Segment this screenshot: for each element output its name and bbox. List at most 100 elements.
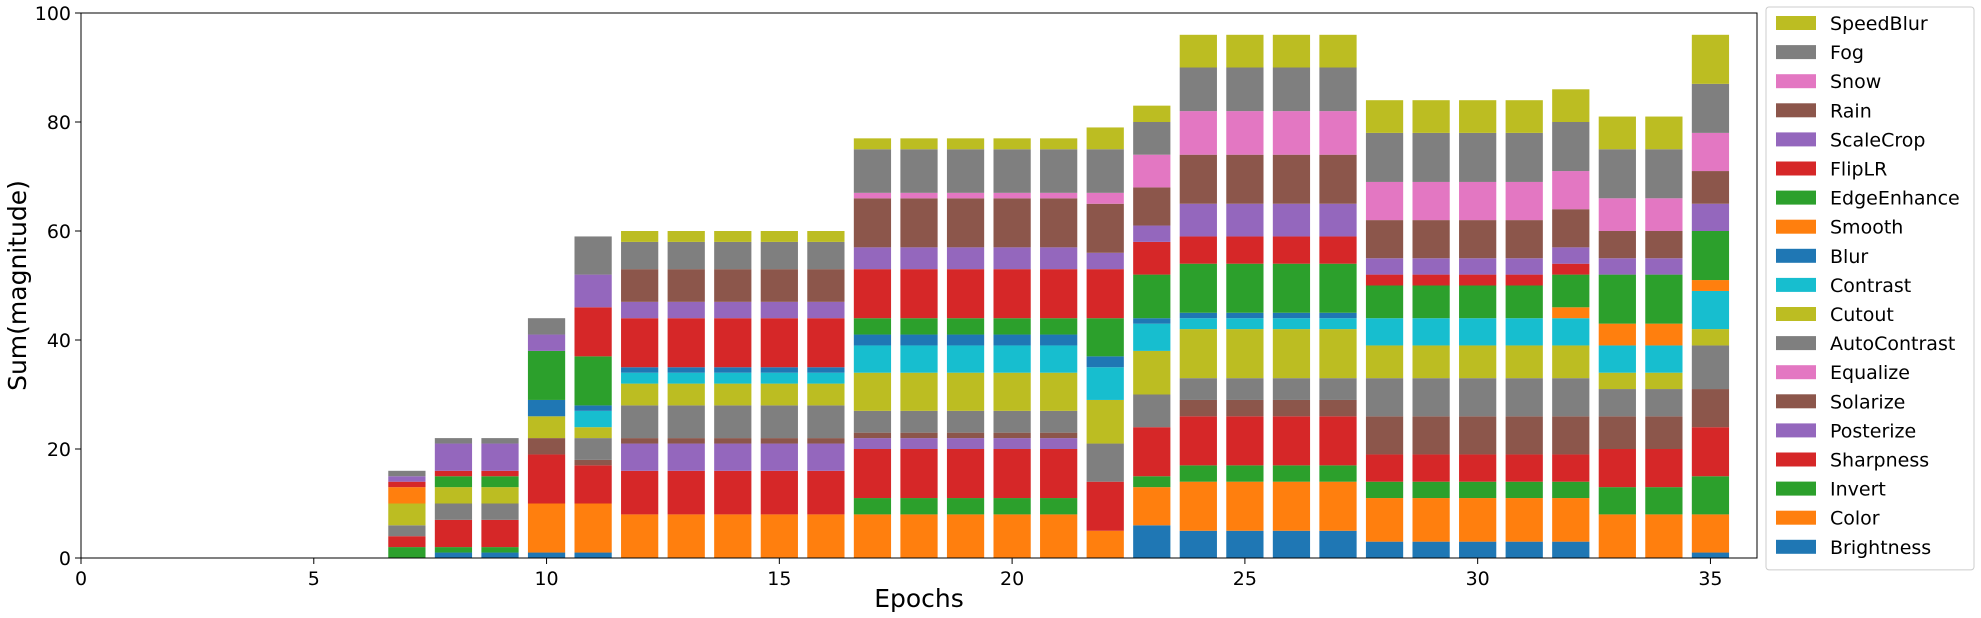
bar-segment-speedblur-epoch-35 <box>1691 34 1730 84</box>
legend-swatch <box>1776 481 1816 496</box>
bar-segment-snow-epoch-32 <box>1552 171 1590 210</box>
bar-segment-solarize-epoch-25 <box>1226 399 1264 417</box>
bar-segment-speedblur-epoch-17 <box>853 138 892 150</box>
legend-label: Color <box>1830 508 1880 530</box>
legend-frame <box>1765 6 1975 571</box>
bar-segment-posterize-epoch-20 <box>993 438 1031 449</box>
bar-segment-fog-epoch-19 <box>946 149 985 193</box>
bar-segment-brightness-epoch-24 <box>1179 530 1217 558</box>
bar-segment-rain-epoch-23 <box>1133 187 1171 226</box>
bar-segment-edgeenhance-epoch-29 <box>1412 285 1450 319</box>
bar-segment-brightness-epoch-23 <box>1133 525 1171 558</box>
bar-segment-sharpness-epoch-23 <box>1133 427 1171 477</box>
bar-segment-rain-epoch-26 <box>1272 154 1311 204</box>
bar-segment-scalecrop-epoch-32 <box>1552 247 1590 264</box>
bar-segment-fliplr-epoch-29 <box>1412 274 1450 286</box>
bar-segment-fog-epoch-15 <box>760 241 798 270</box>
bar-segment-brightness-epoch-28 <box>1365 541 1404 558</box>
bar-segment-color-epoch-30 <box>1459 498 1497 542</box>
bar-segment-cutout-epoch-24 <box>1179 329 1217 379</box>
bar-segment-color-epoch-33 <box>1598 514 1636 558</box>
legend-swatch <box>1776 336 1816 351</box>
bar-segment-brightness-epoch-29 <box>1412 541 1450 558</box>
bar-segment-snow-epoch-33 <box>1598 198 1636 231</box>
bar-segment-invert-epoch-29 <box>1412 481 1450 499</box>
legend-swatch <box>1776 510 1816 525</box>
bar-segment-speedblur-epoch-16 <box>807 231 845 242</box>
bar-segment-cutout-epoch-8 <box>434 487 473 504</box>
bar-segment-contrast-epoch-27 <box>1319 318 1357 330</box>
bar-segment-fliplr-epoch-20 <box>993 269 1031 319</box>
bar-segment-fliplr-epoch-22 <box>1086 269 1124 319</box>
bar-segment-fog-epoch-17 <box>853 149 892 193</box>
y-tick-label: 20 <box>47 439 71 461</box>
bar-segment-sharpness-epoch-24 <box>1179 416 1217 466</box>
bar-segment-blur-epoch-11 <box>574 405 612 411</box>
bar-segment-invert-epoch-31 <box>1505 481 1543 499</box>
legend-label: Solarize <box>1830 391 1905 413</box>
bar-segment-cutout-epoch-9 <box>481 487 519 504</box>
bar-segment-speedblur-epoch-26 <box>1272 34 1311 68</box>
legend-label: AutoContrast <box>1830 333 1955 355</box>
bar-segment-cutout-epoch-11 <box>574 427 612 439</box>
bar-segment-fog-epoch-31 <box>1505 132 1543 182</box>
bar-segment-autocontrast-epoch-25 <box>1226 378 1264 400</box>
legend-label: EdgeEnhance <box>1830 188 1960 210</box>
bar-segment-scalecrop-epoch-12 <box>621 301 659 319</box>
legend-swatch <box>1776 219 1816 234</box>
bar-segment-speedblur-epoch-33 <box>1598 116 1636 150</box>
bar-segment-color-epoch-12 <box>621 514 659 558</box>
bar-segment-fog-epoch-10 <box>527 318 566 335</box>
bar-segment-solarize-epoch-17 <box>853 432 892 439</box>
bar-segment-scalecrop-epoch-19 <box>946 247 985 270</box>
bar-segment-rain-epoch-15 <box>760 269 798 302</box>
bar-segment-color-epoch-31 <box>1505 498 1543 542</box>
bar-segment-edgeenhance-epoch-32 <box>1552 274 1590 308</box>
bar-segment-color-epoch-16 <box>807 514 845 558</box>
bar-segment-snow-epoch-20 <box>993 192 1031 199</box>
bar-segment-contrast-epoch-13 <box>667 372 705 384</box>
bar-segment-solarize-epoch-26 <box>1272 399 1311 417</box>
bar-segment-speedblur-epoch-20 <box>993 138 1031 150</box>
legend-swatch <box>1776 16 1816 30</box>
y-axis-label: Sum(magnitude) <box>3 180 32 391</box>
bar-segment-sharpness-epoch-12 <box>621 470 659 515</box>
bar-segment-sharpness-epoch-13 <box>667 470 705 515</box>
bar-segment-cutout-epoch-27 <box>1319 329 1357 379</box>
bar-segment-blur-epoch-27 <box>1319 312 1357 319</box>
bar-segment-solarize-epoch-15 <box>760 438 798 444</box>
bar-segment-invert-epoch-17 <box>853 498 892 515</box>
bar-segment-autocontrast-epoch-19 <box>946 410 985 433</box>
bar-segment-scalecrop-epoch-14 <box>714 301 752 319</box>
bar-segment-snow-epoch-17 <box>853 192 892 199</box>
bar-segment-contrast-epoch-26 <box>1272 318 1311 330</box>
bar-segment-edgeenhance-epoch-22 <box>1086 318 1124 357</box>
bar-segment-cutout-epoch-18 <box>900 372 938 411</box>
bar-segment-rain-epoch-31 <box>1505 220 1543 259</box>
bar-segment-speedblur-epoch-29 <box>1412 100 1450 133</box>
bar-segment-autocontrast-epoch-7 <box>388 525 426 537</box>
bar-segment-color-epoch-34 <box>1645 514 1683 558</box>
legend-label: FlipLR <box>1830 159 1887 181</box>
bar-segment-blur-epoch-12 <box>621 367 659 373</box>
bar-segment-snow-epoch-29 <box>1412 181 1450 221</box>
bar-segment-sharpness-epoch-8 <box>434 519 473 548</box>
bar-segment-edgeenhance-epoch-23 <box>1133 274 1171 319</box>
bar-segment-speedblur-epoch-30 <box>1459 100 1497 133</box>
bar-segment-fog-epoch-23 <box>1133 122 1171 155</box>
legend-swatch <box>1776 190 1816 205</box>
bar-segment-contrast-epoch-24 <box>1179 318 1217 330</box>
bar-segment-snow-epoch-30 <box>1459 181 1497 221</box>
bar-segment-speedblur-epoch-15 <box>760 231 798 242</box>
bar-segment-blur-epoch-19 <box>946 334 985 346</box>
bar-segment-cutout-epoch-31 <box>1505 345 1543 379</box>
bar-segment-edgeenhance-epoch-27 <box>1319 263 1357 313</box>
bar-segment-cutout-epoch-17 <box>853 372 892 411</box>
legend-swatch <box>1776 161 1816 176</box>
legend-label: SpeedBlur <box>1830 13 1928 35</box>
bar-segment-invert-epoch-19 <box>946 498 985 515</box>
bar-segment-solarize-epoch-32 <box>1552 416 1590 455</box>
bar-segment-fliplr-epoch-23 <box>1133 241 1171 275</box>
bar-segment-autocontrast-epoch-24 <box>1179 378 1217 400</box>
bar-segment-fog-epoch-29 <box>1412 132 1450 182</box>
